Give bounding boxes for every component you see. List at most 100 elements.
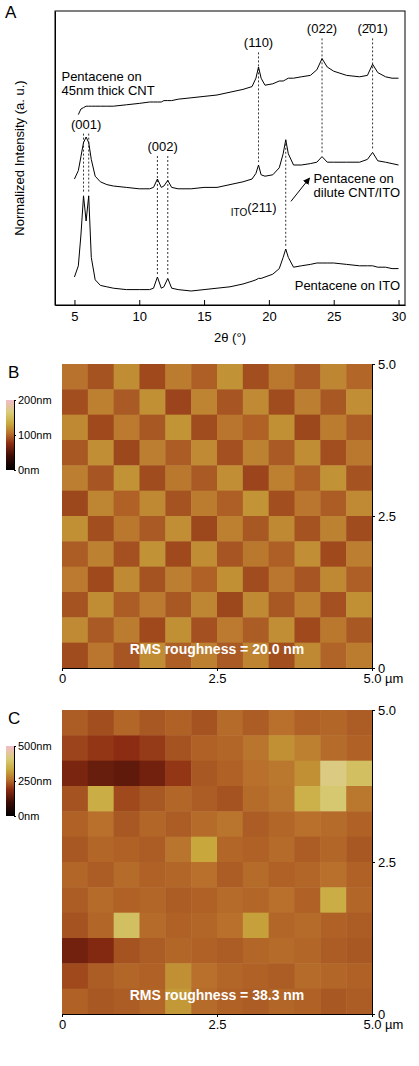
height-cell bbox=[140, 761, 166, 787]
height-cell bbox=[165, 364, 191, 390]
height-cell bbox=[88, 516, 114, 542]
x-axis-tick-label: 25 bbox=[327, 309, 341, 324]
height-cell bbox=[217, 710, 243, 736]
height-cell bbox=[346, 710, 372, 736]
height-cell bbox=[243, 710, 269, 736]
height-cell bbox=[243, 862, 269, 888]
height-cell bbox=[140, 389, 166, 415]
height-cell bbox=[320, 617, 346, 643]
height-cell bbox=[295, 389, 321, 415]
height-cell bbox=[243, 389, 269, 415]
x-axis-tick: 0 bbox=[59, 1014, 66, 1032]
height-cell bbox=[114, 617, 140, 643]
height-cell bbox=[88, 567, 114, 593]
height-cell bbox=[320, 541, 346, 567]
height-cell bbox=[114, 440, 140, 466]
height-cell bbox=[217, 389, 243, 415]
height-cell bbox=[114, 710, 140, 736]
height-cell bbox=[320, 913, 346, 939]
height-cell bbox=[140, 913, 166, 939]
height-cell bbox=[62, 643, 88, 668]
x-axis-tick: 20 bbox=[262, 300, 276, 324]
height-cell bbox=[165, 592, 191, 618]
height-cell bbox=[217, 786, 243, 812]
height-cell bbox=[140, 465, 166, 491]
roughness-annotation: RMS roughness = 20.0 nm bbox=[130, 641, 305, 657]
panel-label: B bbox=[8, 363, 19, 382]
height-cell bbox=[62, 592, 88, 618]
height-cell bbox=[295, 567, 321, 593]
peak-label: ITO(211) bbox=[231, 200, 277, 218]
height-cell bbox=[269, 389, 295, 415]
y-axis-tick-mark bbox=[372, 1014, 375, 1015]
height-cell bbox=[269, 710, 295, 736]
x-axis-line bbox=[56, 305, 406, 306]
height-cell bbox=[320, 989, 346, 1014]
height-cell bbox=[320, 491, 346, 517]
height-cell bbox=[88, 364, 114, 390]
height-cell bbox=[346, 567, 372, 593]
colorbar-axis-tick-mark bbox=[14, 816, 16, 817]
height-cell bbox=[295, 592, 321, 618]
height-cell bbox=[320, 837, 346, 863]
height-cell bbox=[295, 617, 321, 643]
curve-label: Pentacene ondilute CNT/ITO bbox=[314, 171, 400, 200]
height-cell bbox=[191, 440, 217, 466]
colorbar-axis-tick-label: 0nm bbox=[18, 464, 39, 476]
height-cell bbox=[114, 465, 140, 491]
height-cell bbox=[243, 786, 269, 812]
height-cell bbox=[88, 592, 114, 618]
height-cell bbox=[114, 567, 140, 593]
height-cell bbox=[62, 862, 88, 888]
x-axis-tick: 30 bbox=[392, 300, 406, 324]
colorbar-axis: 0nm250nm500nm bbox=[14, 740, 52, 822]
height-cell bbox=[140, 592, 166, 618]
plot-area bbox=[62, 364, 372, 668]
height-cell bbox=[295, 364, 321, 390]
height-cell bbox=[217, 491, 243, 517]
height-cell bbox=[165, 389, 191, 415]
height-cell bbox=[62, 491, 88, 517]
height-cell bbox=[217, 516, 243, 542]
height-cell bbox=[243, 913, 269, 939]
peak-guide bbox=[88, 134, 89, 193]
height-cell bbox=[243, 963, 269, 989]
roughness-annotation: RMS roughness = 38.3 nm bbox=[130, 987, 305, 1003]
height-cell bbox=[88, 963, 114, 989]
text-line: Pentacene on ITO bbox=[295, 278, 400, 293]
y-axis-tick: 0 bbox=[372, 661, 385, 676]
height-cell bbox=[165, 491, 191, 517]
height-cell bbox=[320, 516, 346, 542]
height-cell bbox=[320, 938, 346, 964]
height-cell bbox=[217, 811, 243, 837]
height-cell bbox=[217, 913, 243, 939]
arrow bbox=[291, 178, 310, 201]
x-axis: 02.55.0µm bbox=[59, 1014, 403, 1032]
colorbar-axis-tick-mark bbox=[14, 400, 16, 401]
x-axis-tick-label: 2.5 bbox=[208, 671, 226, 686]
height-cell bbox=[88, 465, 114, 491]
height-cell bbox=[191, 465, 217, 491]
height-cell bbox=[62, 887, 88, 913]
height-cell bbox=[346, 735, 372, 761]
height-cell bbox=[346, 440, 372, 466]
height-cell bbox=[191, 710, 217, 736]
height-cell bbox=[62, 541, 88, 567]
colorbar bbox=[6, 400, 14, 470]
height-cell bbox=[114, 862, 140, 888]
height-cell bbox=[295, 415, 321, 441]
height-cell bbox=[217, 735, 243, 761]
height-cell bbox=[243, 567, 269, 593]
x-axis-tick-mark bbox=[204, 300, 205, 305]
height-cell bbox=[320, 887, 346, 913]
y-axis: 02.55.0 bbox=[372, 357, 396, 676]
colorbar-axis-tick: 200nm bbox=[14, 394, 52, 406]
height-cell bbox=[165, 617, 191, 643]
height-cell bbox=[217, 440, 243, 466]
height-cell bbox=[320, 415, 346, 441]
peak-guide bbox=[372, 38, 373, 149]
figure: 51015202530A2θ (°)Normalized Intensity (… bbox=[0, 0, 419, 1066]
x-axis-tick-label: 0 bbox=[59, 1017, 66, 1032]
height-cell bbox=[114, 786, 140, 812]
x-axis: 51015202530 bbox=[56, 300, 407, 324]
